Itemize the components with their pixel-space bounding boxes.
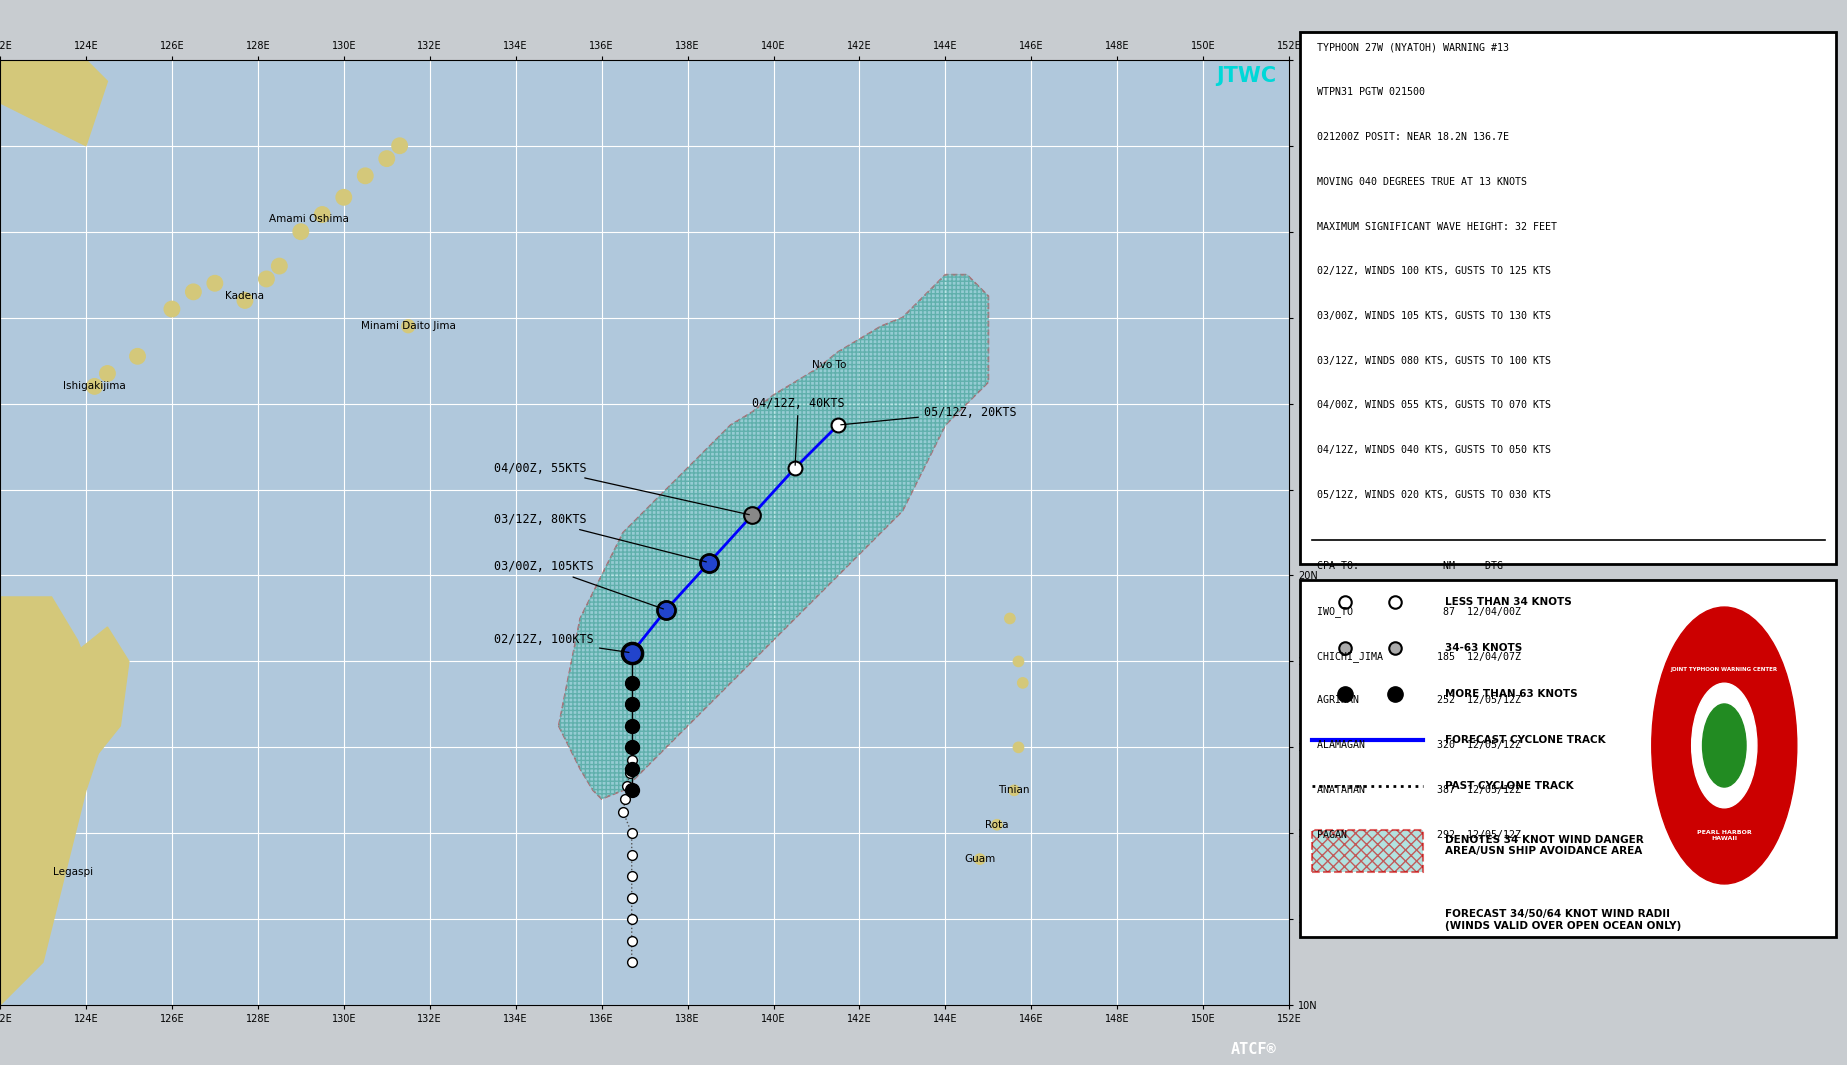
Circle shape — [129, 348, 146, 364]
Circle shape — [1008, 785, 1020, 796]
FancyBboxPatch shape — [1311, 830, 1422, 872]
Text: MORE THAN 63 KNOTS: MORE THAN 63 KNOTS — [1446, 689, 1577, 699]
Polygon shape — [0, 60, 107, 146]
Polygon shape — [0, 597, 107, 1005]
Circle shape — [259, 272, 273, 286]
Circle shape — [187, 284, 201, 299]
Circle shape — [236, 293, 253, 308]
Circle shape — [1703, 704, 1745, 787]
Text: 04/12Z, WINDS 040 KTS, GUSTS TO 050 KTS: 04/12Z, WINDS 040 KTS, GUSTS TO 050 KTS — [1317, 445, 1551, 455]
Text: 03/12Z, WINDS 080 KTS, GUSTS TO 100 KTS: 03/12Z, WINDS 080 KTS, GUSTS TO 100 KTS — [1317, 356, 1551, 365]
Text: CHICHI_JIMA         185  12/04/07Z: CHICHI_JIMA 185 12/04/07Z — [1317, 651, 1522, 661]
Text: WTPN31 PGTW 021500: WTPN31 PGTW 021500 — [1317, 87, 1426, 97]
Circle shape — [358, 168, 373, 183]
Circle shape — [207, 276, 223, 291]
Text: 03/00Z, WINDS 105 KTS, GUSTS TO 130 KTS: 03/00Z, WINDS 105 KTS, GUSTS TO 130 KTS — [1317, 311, 1551, 321]
Text: JTWC: JTWC — [1215, 66, 1276, 86]
Circle shape — [1005, 613, 1016, 624]
Text: ANATAHAN            387  12/05/12Z: ANATAHAN 387 12/05/12Z — [1317, 785, 1522, 794]
Text: 05/12Z, WINDS 020 KTS, GUSTS TO 030 KTS: 05/12Z, WINDS 020 KTS, GUSTS TO 030 KTS — [1317, 490, 1551, 499]
Text: ALAMAGAN            320  12/05/12Z: ALAMAGAN 320 12/05/12Z — [1317, 740, 1522, 750]
Text: FORECAST CYCLONE TRACK: FORECAST CYCLONE TRACK — [1446, 735, 1607, 745]
Text: AGRIHAN             252  12/05/12Z: AGRIHAN 252 12/05/12Z — [1317, 695, 1522, 705]
Text: JOINT TYPHOON WARNING CENTER: JOINT TYPHOON WARNING CENTER — [1672, 667, 1779, 672]
Text: MOVING 040 DEGREES TRUE AT 13 KNOTS: MOVING 040 DEGREES TRUE AT 13 KNOTS — [1317, 177, 1527, 186]
Circle shape — [1014, 656, 1023, 667]
Circle shape — [392, 138, 408, 153]
Text: 05/12Z, 20KTS: 05/12Z, 20KTS — [840, 406, 1016, 425]
Polygon shape — [558, 275, 988, 799]
Text: Kadena: Kadena — [225, 291, 264, 301]
Text: 03/00Z, 105KTS: 03/00Z, 105KTS — [495, 560, 663, 609]
Circle shape — [294, 224, 308, 240]
Text: 03/12Z, 80KTS: 03/12Z, 80KTS — [495, 513, 706, 562]
Text: 04/12Z, 40KTS: 04/12Z, 40KTS — [752, 397, 844, 465]
Circle shape — [164, 301, 179, 316]
Circle shape — [975, 854, 984, 865]
Text: LESS THAN 34 KNOTS: LESS THAN 34 KNOTS — [1446, 596, 1572, 607]
Text: 021200Z POSIT: NEAR 18.2N 136.7E: 021200Z POSIT: NEAR 18.2N 136.7E — [1317, 132, 1509, 142]
Text: ATCF®: ATCF® — [1230, 1042, 1276, 1056]
Text: Minami Daito Jima: Minami Daito Jima — [360, 322, 456, 331]
Text: MAXIMUM SIGNIFICANT WAVE HEIGHT: 32 FEET: MAXIMUM SIGNIFICANT WAVE HEIGHT: 32 FEET — [1317, 222, 1557, 231]
Text: 04/00Z, 55KTS: 04/00Z, 55KTS — [495, 461, 750, 514]
Text: Rota: Rota — [984, 820, 1008, 830]
Circle shape — [1014, 742, 1023, 753]
Circle shape — [992, 820, 1003, 830]
FancyBboxPatch shape — [1300, 580, 1836, 937]
Text: 02/12Z, WINDS 100 KTS, GUSTS TO 125 KTS: 02/12Z, WINDS 100 KTS, GUSTS TO 125 KTS — [1317, 266, 1551, 276]
Polygon shape — [65, 627, 129, 769]
Text: PEARL HARBOR
HAWAII: PEARL HARBOR HAWAII — [1697, 830, 1751, 841]
Text: IWO_TO               87  12/04/00Z: IWO_TO 87 12/04/00Z — [1317, 606, 1522, 617]
Text: Amami Oshima: Amami Oshima — [270, 214, 349, 224]
FancyBboxPatch shape — [1300, 32, 1836, 564]
Circle shape — [314, 207, 331, 223]
Circle shape — [336, 190, 351, 206]
Text: CPA TO:              NM     DTG: CPA TO: NM DTG — [1317, 561, 1503, 571]
Circle shape — [379, 151, 395, 166]
Text: FORECAST 34/50/64 KNOT WIND RADII
(WINDS VALID OVER OPEN OCEAN ONLY): FORECAST 34/50/64 KNOT WIND RADII (WINDS… — [1446, 910, 1681, 931]
Text: Legaspi: Legaspi — [54, 867, 92, 876]
Text: 02/12Z, 100KTS: 02/12Z, 100KTS — [495, 634, 630, 653]
Text: 34-63 KNOTS: 34-63 KNOTS — [1446, 643, 1522, 653]
Text: PAGAN               292  12/05/12Z: PAGAN 292 12/05/12Z — [1317, 830, 1522, 839]
Circle shape — [1692, 684, 1756, 807]
Circle shape — [272, 259, 286, 274]
Circle shape — [403, 320, 416, 332]
Text: 04/00Z, WINDS 055 KTS, GUSTS TO 070 KTS: 04/00Z, WINDS 055 KTS, GUSTS TO 070 KTS — [1317, 400, 1551, 410]
Text: DENOTES 34 KNOT WIND DANGER
AREA/USN SHIP AVOIDANCE AREA: DENOTES 34 KNOT WIND DANGER AREA/USN SHI… — [1446, 835, 1644, 856]
Text: PAST CYCLONE TRACK: PAST CYCLONE TRACK — [1446, 782, 1574, 791]
Circle shape — [87, 379, 102, 394]
Circle shape — [100, 365, 115, 381]
Text: Ishigakijima: Ishigakijima — [63, 381, 126, 392]
Text: Tinian: Tinian — [999, 785, 1031, 796]
Circle shape — [1018, 677, 1029, 688]
Text: TYPHOON 27W (NYATOH) WARNING #13: TYPHOON 27W (NYATOH) WARNING #13 — [1317, 43, 1509, 52]
Text: Nvo To: Nvo To — [813, 360, 846, 370]
Circle shape — [1651, 607, 1797, 884]
Text: Guam: Guam — [964, 854, 996, 864]
